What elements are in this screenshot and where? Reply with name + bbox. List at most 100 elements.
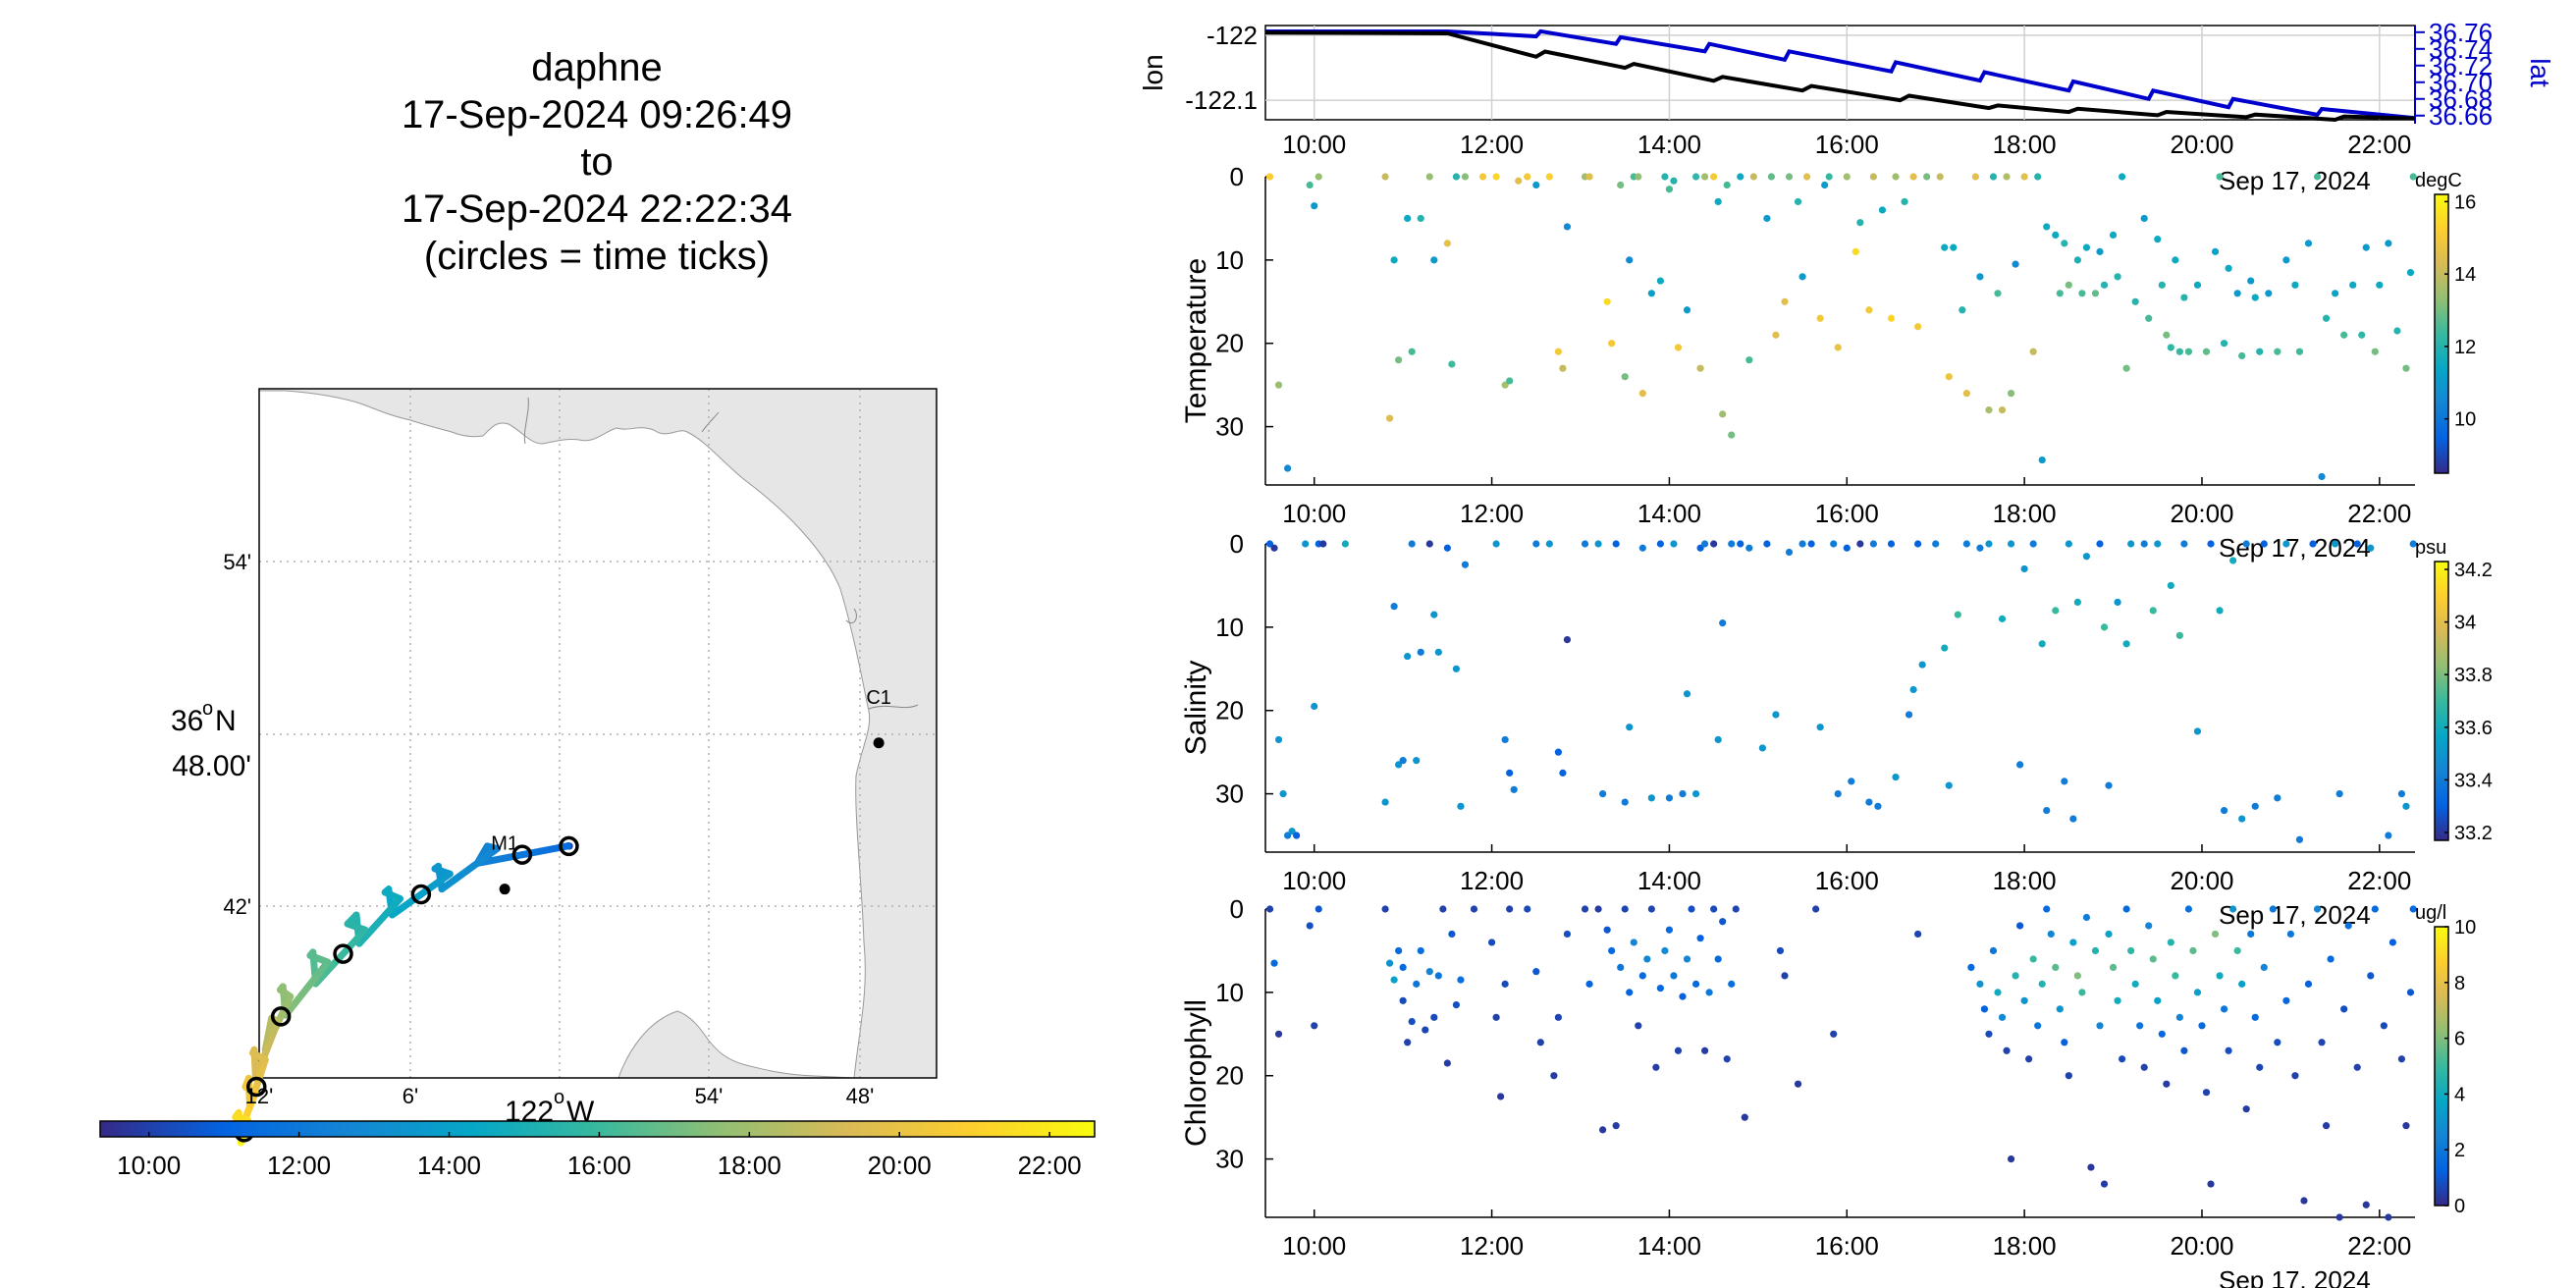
salinity-ylabel: Salinity (1180, 661, 1212, 756)
salinity-point (2353, 540, 2361, 548)
salinity-point (1430, 611, 1438, 618)
salinity-point (2180, 540, 2188, 548)
chlorophyll-point (2078, 989, 2086, 996)
chlorophyll-point (1404, 1039, 1412, 1046)
temperature-point (2007, 390, 2015, 398)
temperature-point (2265, 290, 2273, 297)
temperature-point (1869, 173, 1878, 181)
salinity-point (2065, 540, 2072, 548)
salinity-point (1945, 781, 1953, 789)
salinity-point (1962, 540, 1970, 548)
chlorophyll-point (1315, 905, 1322, 913)
salinity-point (1798, 540, 1806, 548)
temperature-point (1945, 373, 1953, 381)
chlorophyll-point (1612, 1122, 1620, 1130)
chlorophyll-point (2016, 922, 2024, 930)
temperature-point (1506, 377, 1514, 385)
time-tick-circle (410, 884, 432, 905)
temperature-point (1585, 173, 1593, 181)
chlorophyll-point (2193, 989, 2202, 996)
map-ylabel-o: o (202, 698, 213, 720)
salinity-point (1843, 544, 1851, 552)
salinity-point (1905, 711, 1913, 719)
temperature-point (1785, 173, 1794, 181)
temperature-point (1390, 256, 1398, 264)
chlorophyll-point (2313, 905, 2322, 913)
chlorophyll-point (1732, 905, 1740, 913)
temperature-point (1950, 243, 1958, 251)
chlorophyll-point (1705, 989, 1713, 996)
chlorophyll-point (2300, 1197, 2308, 1205)
chlorophyll-point (2149, 955, 2157, 963)
temperature-point (1989, 173, 1998, 181)
temperature-point (2332, 290, 2339, 297)
temperature-point (2313, 173, 2322, 181)
salinity-point (2140, 540, 2148, 548)
chlorophyll-point (2409, 905, 2417, 913)
lat-ytick: 36.76 (2429, 18, 2493, 47)
salinity-point (2238, 815, 2246, 823)
salinity-point (2105, 781, 2113, 789)
temperature-point (2167, 344, 2174, 351)
salinity-point (1554, 748, 1563, 756)
chlorophyll-point (1381, 905, 1389, 913)
salinity-point (1941, 644, 1949, 652)
chlorophyll-point (1501, 980, 1509, 988)
salinity-point (1737, 540, 1744, 548)
salinity-point (2367, 544, 2375, 552)
salinity-point (2402, 802, 2410, 810)
chlorophyll-colorbar (2434, 926, 2449, 1207)
map-xtick-4: 48' (846, 1084, 875, 1108)
chlorophyll-point (2385, 1213, 2392, 1221)
chlorophyll-point (2167, 939, 2174, 946)
temperature-colorbar-ticklabel: 16 (2454, 191, 2476, 213)
temperature-point (2100, 281, 2109, 289)
chlorophyll-point (2175, 1013, 2183, 1021)
position-xtick: 10:00 (1282, 130, 1346, 159)
chlorophyll-point (2269, 905, 2277, 913)
temperature-point (2247, 277, 2255, 285)
salinity-point (1696, 544, 1704, 552)
temperature-point (1714, 197, 1722, 206)
chlorophyll-point (1723, 1055, 1731, 1063)
chlorophyll-point (2367, 972, 2375, 980)
salinity-point (1701, 540, 1709, 548)
temperature-point (1395, 356, 1403, 364)
temperature-point (1941, 243, 1949, 251)
chlorophyll-point (1701, 1046, 1709, 1054)
salinity-point (1683, 690, 1691, 698)
time-colorbar: 10:00 12:00 14:00 16:00 18:00 20:00 22:00 (99, 1120, 1096, 1180)
temperature-point (1737, 173, 1744, 181)
temperature-point (1701, 173, 1709, 181)
chlorophyll-point (2402, 1122, 2410, 1130)
temperature-point (1417, 214, 1424, 223)
chlorophyll-point (1399, 963, 1407, 972)
title-line-2: 17-Sep-2024 09:26:49 (402, 93, 792, 136)
lat-series-line (1265, 28, 2416, 121)
salinity-point (2082, 553, 2091, 561)
time-tick-circle (511, 844, 533, 865)
temperature-point (2216, 173, 2224, 181)
temperature-point (1665, 186, 1674, 193)
map-ytick-2: 42' (223, 894, 251, 919)
salinity-xtick: 14:00 (1637, 866, 1701, 895)
temperature-point (1723, 181, 1731, 189)
temperature-point (2140, 214, 2148, 223)
salinity-point (1434, 648, 1442, 656)
salinity-point (1452, 665, 1461, 672)
salinity-point (1461, 561, 1470, 568)
chlorophyll-point (1683, 955, 1691, 963)
salinity-point (2332, 540, 2339, 548)
temperature-point (1728, 431, 1736, 439)
chlorophyll-point (2397, 1055, 2406, 1063)
temperature-point (2393, 327, 2401, 335)
chlorophyll-point (1638, 972, 1646, 980)
salinity-point (1265, 540, 1274, 548)
chlorophyll-xtick: 16:00 (1815, 1231, 1879, 1261)
chlorophyll-point (1563, 930, 1572, 939)
salinity-colorbar-ticklabel: 33.2 (2454, 823, 2493, 844)
temperature-point (2376, 281, 2384, 289)
station-marker (873, 737, 885, 749)
temperature-point (1443, 240, 1451, 247)
chlorophyll-point (1448, 930, 1456, 939)
